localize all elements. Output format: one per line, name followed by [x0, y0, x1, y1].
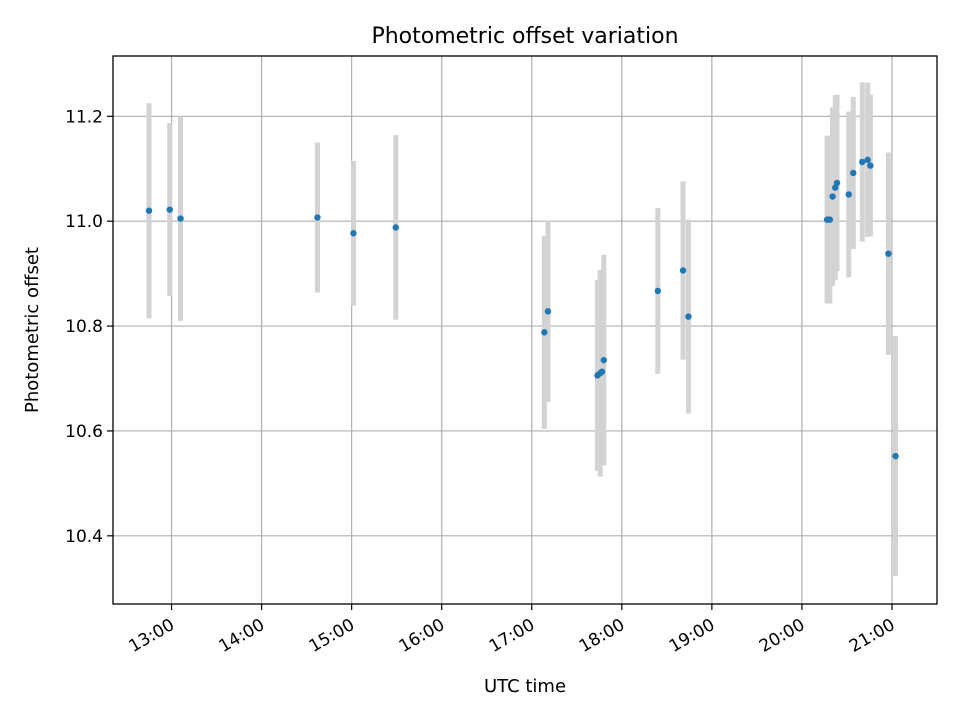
y-axis-label: Photometric offset [22, 247, 43, 413]
data-point [600, 356, 607, 364]
data-point [541, 329, 548, 336]
data-point [826, 216, 834, 223]
data-point [867, 162, 874, 169]
y-tick-label: 10.4 [65, 527, 103, 547]
chart-title: Photometric offset variation [371, 24, 678, 49]
data-point [859, 158, 866, 166]
y-axis-ticks: 10.4 10.6 10.8 11.0 11.2 [65, 107, 113, 547]
data-point [892, 452, 899, 460]
y-tick-label: 10.8 [65, 317, 103, 337]
x-axis-label: UTC time [484, 676, 566, 697]
data-point [685, 313, 692, 320]
data-point [885, 250, 892, 257]
y-tick-label: 11.2 [65, 107, 103, 127]
data-point [598, 368, 606, 375]
data-point [679, 267, 687, 274]
data-point [314, 214, 321, 221]
y-tick-label: 11.0 [65, 212, 103, 232]
plot-frame [112, 55, 938, 605]
y-tick-label: 10.6 [65, 422, 103, 442]
data-point [654, 287, 662, 295]
data-point [845, 191, 852, 198]
data-point [544, 308, 552, 315]
data-point [833, 179, 841, 187]
data-point [166, 206, 173, 213]
data-point [177, 215, 184, 222]
data-point [392, 224, 399, 231]
data-point [829, 193, 836, 200]
grid [113, 56, 937, 604]
data-point [350, 230, 357, 237]
data-point [850, 169, 857, 177]
data-point [145, 207, 153, 214]
data-point [864, 156, 871, 164]
data-points [145, 156, 899, 460]
